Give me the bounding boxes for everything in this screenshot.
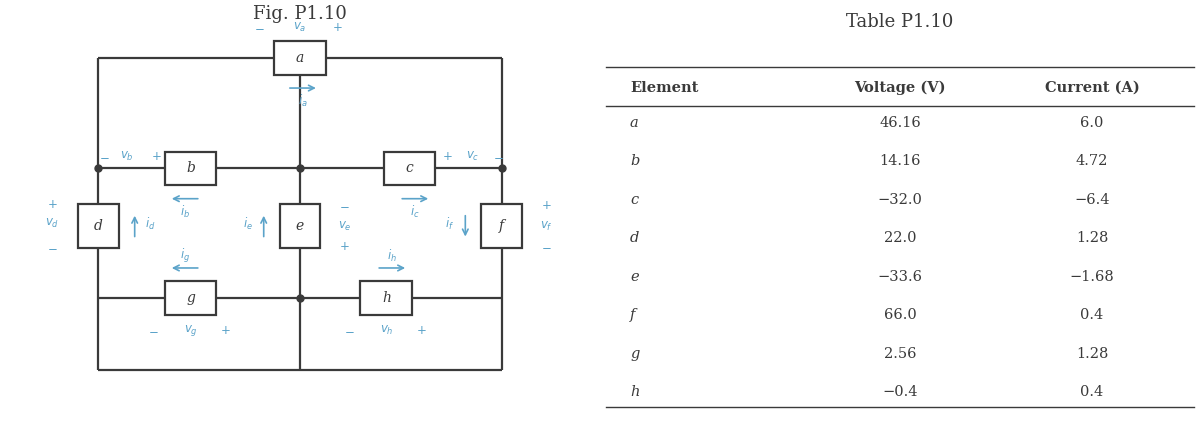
Text: h: h bbox=[630, 385, 640, 399]
Text: $i_e$: $i_e$ bbox=[244, 216, 253, 232]
Text: 1.28: 1.28 bbox=[1076, 231, 1108, 245]
Text: Fig. P1.10: Fig. P1.10 bbox=[253, 6, 347, 23]
Text: $-$: $-$ bbox=[98, 150, 109, 163]
Text: −32.0: −32.0 bbox=[877, 193, 923, 207]
Text: 0.4: 0.4 bbox=[1080, 308, 1104, 322]
Text: $v_b$: $v_b$ bbox=[120, 150, 134, 163]
Text: $i_d$: $i_d$ bbox=[145, 216, 156, 232]
Text: b: b bbox=[630, 154, 640, 168]
Text: $i_g$: $i_g$ bbox=[180, 247, 190, 265]
Bar bbox=[384, 152, 436, 185]
Text: $-$: $-$ bbox=[541, 240, 551, 253]
Text: d: d bbox=[94, 219, 103, 233]
Text: 22.0: 22.0 bbox=[883, 231, 917, 245]
Text: c: c bbox=[406, 162, 413, 175]
Text: 46.16: 46.16 bbox=[880, 116, 920, 129]
Text: Table P1.10: Table P1.10 bbox=[846, 13, 954, 31]
Text: $v_a$: $v_a$ bbox=[293, 21, 307, 34]
Text: $i_h$: $i_h$ bbox=[388, 249, 397, 265]
Text: d: d bbox=[630, 231, 640, 245]
Bar bbox=[481, 204, 522, 248]
Text: $-$: $-$ bbox=[340, 200, 349, 213]
Text: $+$: $+$ bbox=[220, 324, 230, 337]
Bar bbox=[280, 204, 320, 248]
Text: $v_f$: $v_f$ bbox=[540, 220, 552, 233]
Bar bbox=[164, 281, 216, 315]
Text: $i_c$: $i_c$ bbox=[410, 204, 420, 220]
Text: e: e bbox=[630, 270, 638, 284]
Text: Element: Element bbox=[630, 81, 698, 94]
Text: $i_f$: $i_f$ bbox=[445, 216, 455, 232]
Text: f: f bbox=[630, 308, 635, 322]
Bar bbox=[78, 204, 119, 248]
Text: $+$: $+$ bbox=[151, 150, 161, 163]
Text: −33.6: −33.6 bbox=[877, 270, 923, 284]
Text: $-$: $-$ bbox=[47, 241, 58, 254]
Text: $+$: $+$ bbox=[332, 21, 343, 34]
Text: g: g bbox=[630, 347, 640, 361]
Text: 4.72: 4.72 bbox=[1076, 154, 1108, 168]
Text: −6.4: −6.4 bbox=[1074, 193, 1110, 207]
Bar bbox=[164, 152, 216, 185]
Text: $+$: $+$ bbox=[442, 150, 452, 163]
Text: $v_c$: $v_c$ bbox=[466, 150, 480, 163]
Text: $-$: $-$ bbox=[254, 21, 265, 34]
Text: $+$: $+$ bbox=[340, 240, 349, 253]
Text: $-$: $-$ bbox=[493, 150, 504, 163]
Text: f: f bbox=[499, 219, 504, 233]
Text: $+$: $+$ bbox=[415, 324, 426, 337]
Text: c: c bbox=[630, 193, 638, 207]
Text: 1.28: 1.28 bbox=[1076, 347, 1108, 361]
Text: $+$: $+$ bbox=[541, 200, 551, 213]
Bar bbox=[360, 281, 413, 315]
Text: $-$: $-$ bbox=[148, 324, 158, 337]
Text: 0.4: 0.4 bbox=[1080, 385, 1104, 399]
Text: a: a bbox=[630, 116, 638, 129]
Text: $-$: $-$ bbox=[343, 324, 354, 337]
Text: $v_h$: $v_h$ bbox=[379, 324, 394, 337]
Text: Current (A): Current (A) bbox=[1045, 81, 1139, 94]
Text: b: b bbox=[186, 162, 194, 175]
Text: Voltage (V): Voltage (V) bbox=[854, 81, 946, 95]
Bar bbox=[274, 41, 326, 74]
Text: $i_b$: $i_b$ bbox=[180, 204, 190, 220]
Text: −1.68: −1.68 bbox=[1069, 270, 1115, 284]
Text: $v_d$: $v_d$ bbox=[46, 217, 60, 230]
Text: $v_e$: $v_e$ bbox=[337, 220, 352, 233]
Text: 2.56: 2.56 bbox=[883, 347, 917, 361]
Text: h: h bbox=[382, 291, 391, 305]
Text: e: e bbox=[296, 219, 304, 233]
Text: $i_a$: $i_a$ bbox=[298, 93, 307, 109]
Text: $+$: $+$ bbox=[47, 198, 58, 211]
Text: −0.4: −0.4 bbox=[882, 385, 918, 399]
Text: $v_g$: $v_g$ bbox=[184, 323, 198, 338]
Text: 6.0: 6.0 bbox=[1080, 116, 1104, 129]
Text: g: g bbox=[186, 291, 194, 305]
Text: a: a bbox=[296, 51, 304, 65]
Text: 14.16: 14.16 bbox=[880, 154, 920, 168]
Text: 66.0: 66.0 bbox=[883, 308, 917, 322]
